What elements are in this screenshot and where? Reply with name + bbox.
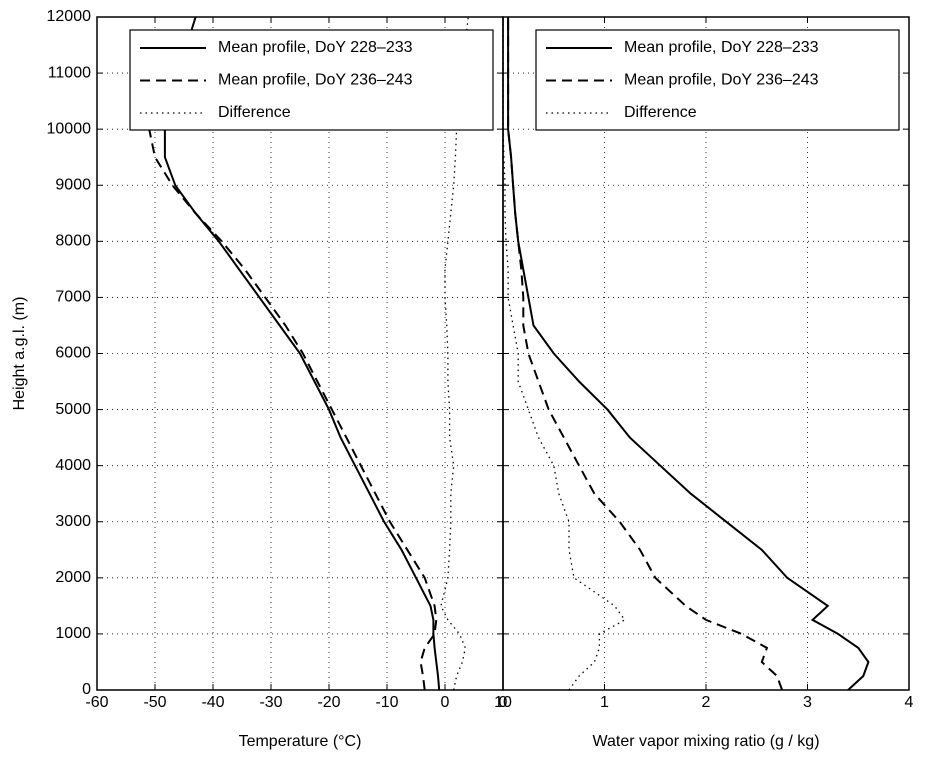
legend-label: Mean profile, DoY 236–243 [218,72,413,89]
y-tick-label: 9000 [55,176,91,193]
y-tick-label: 2000 [55,569,91,586]
x-axis-label: Water vapor mixing ratio (g / kg) [592,733,819,750]
frame [502,16,910,691]
x-tick-label: 4 [905,694,914,711]
x-tick-label: 0 [441,694,450,711]
x-tick-label: -10 [375,694,398,711]
legend-label: Difference [624,104,697,121]
x-tick-label: -30 [259,694,282,711]
profile-line [148,128,438,691]
profile-line [163,16,441,691]
y-tick-label: 8000 [55,233,91,250]
y-tick-label: 3000 [55,513,91,530]
x-tick-label: 1 [600,694,609,711]
y-tick-label: 0 [82,681,91,698]
x-tick-label: -60 [85,694,108,711]
y-tick-label: 7000 [55,289,91,306]
profile-line [507,17,784,691]
legend-label: Mean profile, DoY 228–233 [624,39,819,56]
x-tick-label: 10 [494,694,512,711]
x-tick-label: -40 [201,694,224,711]
x-tick-label: 0 [499,694,508,711]
y-tick-label: 1000 [55,625,91,642]
x-axis-label: Temperature (°C) [239,733,362,750]
y-tick-label: 5000 [55,401,91,418]
x-tick-label: -50 [143,694,166,711]
legend-label: Mean profile, DoY 236–243 [624,72,819,89]
y-tick-label: 11000 [48,64,91,81]
x-tick-label: 2 [702,694,711,711]
y-tick-label: 6000 [55,345,91,362]
legend-label: Mean profile, DoY 228–233 [218,39,413,56]
y-tick-label: 4000 [55,457,91,474]
profile-line [507,17,870,691]
legend-label: Difference [218,104,291,121]
y-tick-label: 12000 [47,8,92,25]
y-axis-label: Height a.g.l. (m) [11,297,28,411]
y-tick-label: 10000 [47,120,92,137]
x-tick-label: -20 [317,694,340,711]
x-tick-label: 3 [803,694,812,711]
